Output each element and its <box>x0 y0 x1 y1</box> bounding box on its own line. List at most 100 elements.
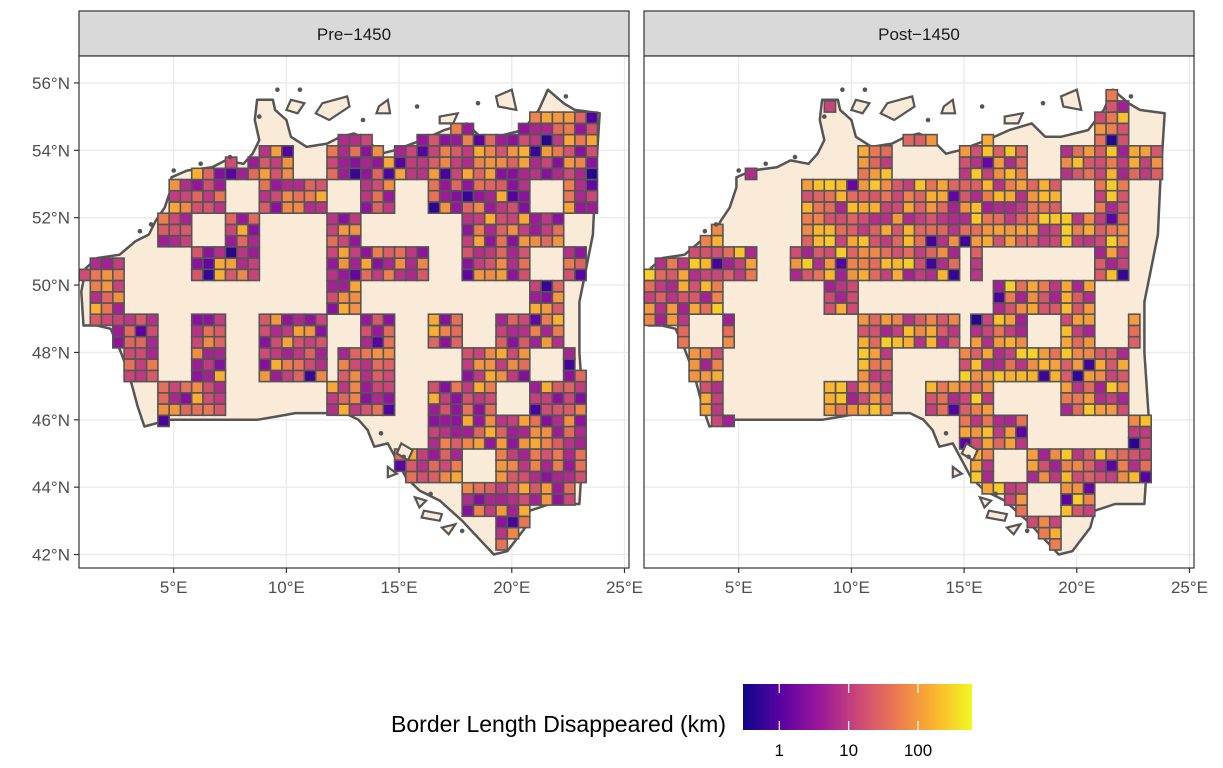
grid-cell <box>359 268 373 282</box>
grid-cell <box>506 526 520 540</box>
grid-cell <box>1060 212 1074 226</box>
grid-cell <box>1026 347 1040 360</box>
grid-cell <box>416 145 430 158</box>
grid-cell <box>540 234 554 248</box>
grid-cell <box>157 212 170 226</box>
grid-cell <box>1003 234 1017 248</box>
grid-cell <box>461 403 475 417</box>
grid-cell <box>461 414 475 428</box>
grid-cell <box>303 201 317 214</box>
grid-cell <box>1026 279 1040 293</box>
grid-cell <box>337 257 351 271</box>
grid-cell <box>585 145 599 158</box>
grid-cell <box>202 358 216 372</box>
grid-cell <box>382 324 396 338</box>
island <box>985 509 1009 523</box>
grid-cell <box>337 380 351 394</box>
grid-cell <box>981 414 995 428</box>
grid-cell <box>1003 347 1017 360</box>
grid-cell <box>438 425 452 439</box>
grid-cell <box>800 223 814 237</box>
grid-cell <box>1048 223 1062 237</box>
grid-cell <box>427 324 441 338</box>
grid-cell <box>710 403 724 417</box>
grid-cell <box>958 223 972 237</box>
grid-cell <box>879 358 893 372</box>
grid-cell <box>326 279 340 293</box>
grid-cell <box>281 347 294 360</box>
grid-cell <box>551 156 565 170</box>
grid-cell <box>1060 470 1074 484</box>
x-axis-longitude-pre-1450: 5°E 10°E 15°E 20°E 25°E <box>160 568 643 597</box>
grid-cell <box>1116 145 1130 158</box>
grid-cell <box>314 347 328 360</box>
islet <box>993 491 998 497</box>
grid-cell <box>710 414 724 428</box>
grid-cell <box>823 403 837 417</box>
grid-cell <box>213 246 227 259</box>
grid-cell <box>857 324 871 338</box>
grid-cell <box>236 257 249 271</box>
grid-cell <box>371 347 385 360</box>
grid-cell <box>1082 324 1096 338</box>
grid-cell <box>688 257 702 271</box>
grid-cell <box>823 246 837 259</box>
grid-cell <box>562 448 576 461</box>
grid-cell <box>438 201 452 214</box>
grid-cell <box>506 189 520 203</box>
grid-cell <box>190 380 204 394</box>
grid-cell <box>834 302 848 315</box>
grid-cell <box>517 313 531 327</box>
grid-cell <box>551 313 565 327</box>
grid-cell <box>258 145 272 158</box>
grid-cell <box>382 156 396 170</box>
grid-cell <box>1048 515 1062 529</box>
grid-cell <box>1071 391 1085 405</box>
islet <box>378 431 384 436</box>
grid-cell <box>1116 257 1130 271</box>
grid-cell <box>1071 234 1085 248</box>
grid-cell <box>981 403 995 417</box>
island <box>412 495 429 510</box>
grid-cell <box>1082 313 1096 327</box>
grid-cell <box>665 279 679 293</box>
grid-cell <box>416 448 430 461</box>
grid-cell <box>517 358 531 372</box>
grid-cell <box>857 358 871 372</box>
grid-cell <box>551 335 565 349</box>
grid-cell <box>1071 448 1085 461</box>
grid-cell <box>495 335 509 349</box>
grid-cell <box>224 167 238 181</box>
grid-cell <box>665 257 679 271</box>
grid-cell <box>292 335 306 349</box>
grid-cell <box>495 526 509 540</box>
grid-cell <box>281 335 294 349</box>
grid-cell <box>868 369 882 383</box>
grid-cell <box>699 358 713 372</box>
grid-cell <box>1116 391 1130 405</box>
grid-cell <box>337 347 351 360</box>
grid-cell <box>416 156 430 170</box>
grid-cell <box>145 324 159 338</box>
grid-cell <box>924 223 938 237</box>
grid-cell <box>1060 448 1074 461</box>
grid-cell <box>100 313 114 327</box>
grid-cell <box>1082 459 1096 473</box>
grid-cell <box>1003 414 1017 428</box>
grid-cell <box>868 201 882 214</box>
grid-cell <box>1037 302 1051 315</box>
grid-cell <box>517 335 531 349</box>
grid-cell <box>969 358 983 372</box>
grid-cell <box>506 515 520 529</box>
grid-cell <box>1127 167 1141 181</box>
grid-cell <box>562 257 576 271</box>
grid-cell <box>359 335 373 349</box>
grid-cell <box>292 358 306 372</box>
grid-cell <box>992 234 1006 248</box>
grid-cell <box>438 335 452 349</box>
grid-cell <box>1105 133 1119 147</box>
grid-cell <box>190 257 204 271</box>
grid-cell <box>89 257 103 271</box>
grid-cell <box>969 403 983 417</box>
grid-cell <box>416 268 430 282</box>
